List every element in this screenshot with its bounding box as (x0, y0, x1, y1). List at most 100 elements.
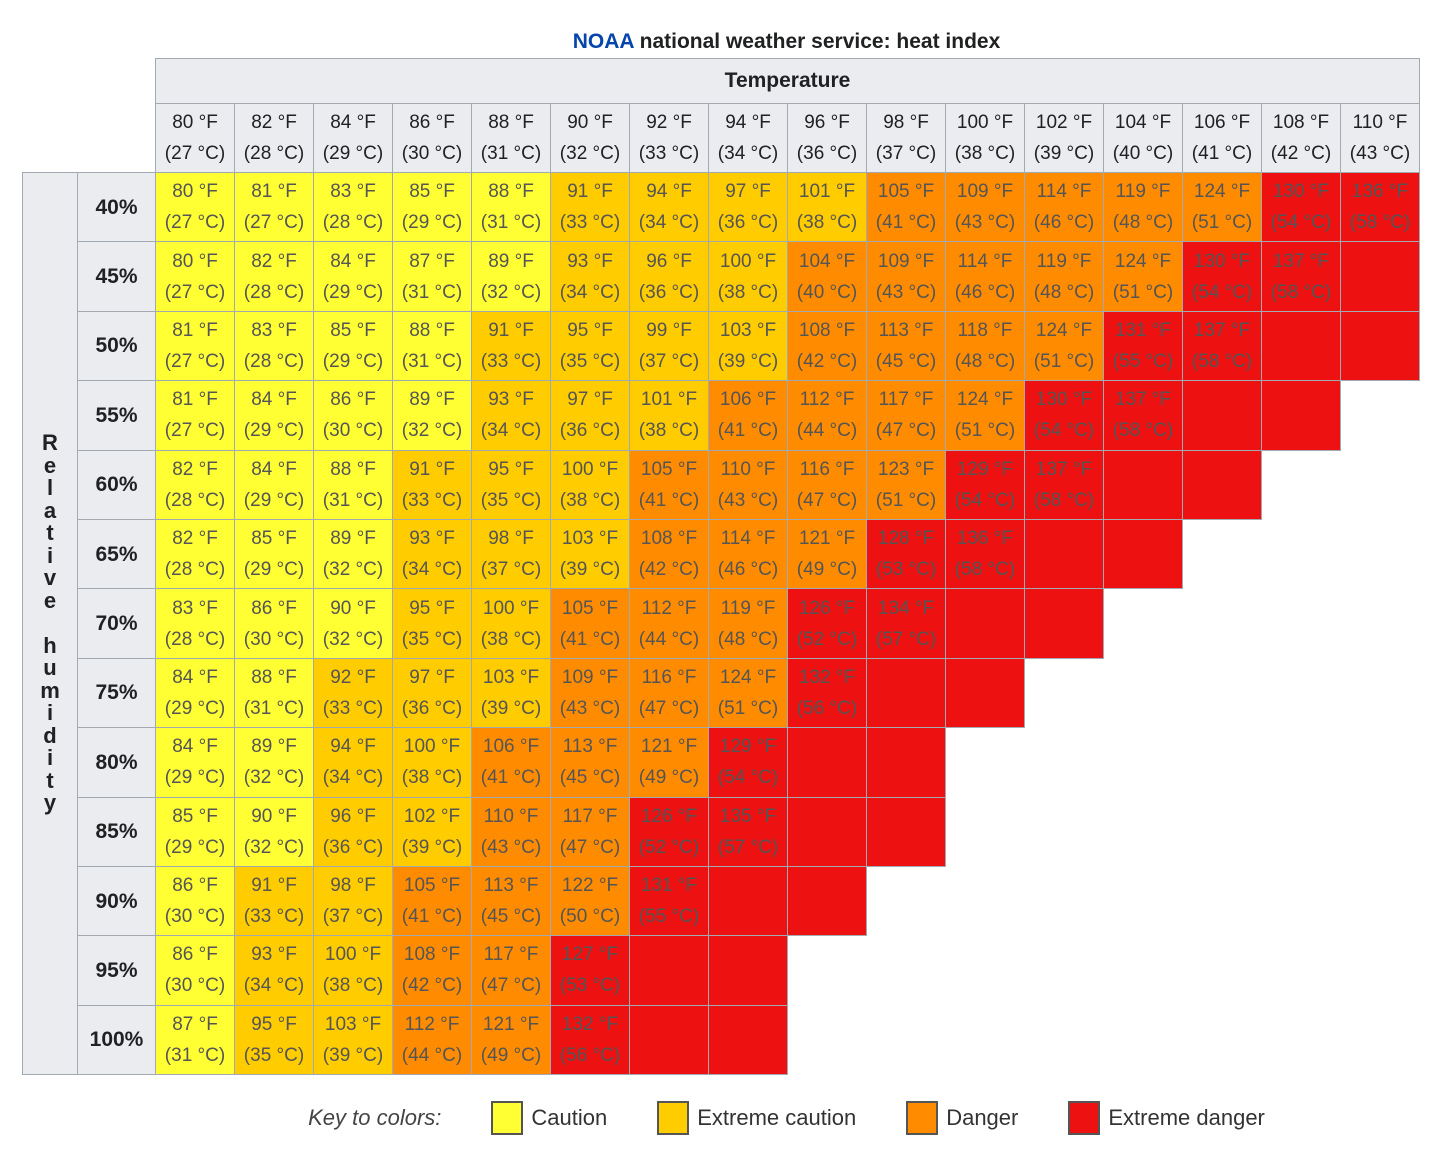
heat-index-cell: 117 °F (47 °C) (471, 935, 551, 1006)
heat-index-cell: 112 °F (44 °C) (629, 588, 709, 659)
heat-index-cell: 95 °F (35 °C) (234, 1004, 314, 1076)
extreme-danger-fill-cell (787, 796, 867, 867)
heat-index-c: (38 °C) (638, 420, 700, 442)
heat-index-f: 119 °F (720, 597, 776, 619)
heat-index-cell: 84 °F (29 °C) (234, 449, 314, 520)
extreme-danger-fill-cell (629, 935, 709, 1006)
heat-index-c: (28 °C) (164, 559, 226, 581)
heat-index-c: (37 °C) (480, 559, 542, 581)
heat-index-f: 137 °F (1035, 458, 1093, 480)
heat-index-c: (53 °C) (875, 559, 937, 581)
heat-index-cell: 126 °F (52 °C) (629, 796, 709, 867)
heat-index-f: 109 °F (956, 181, 1014, 203)
heat-index-cell: 129 °F (54 °C) (945, 449, 1025, 520)
noaa-link[interactable]: NOAA (572, 30, 634, 53)
heat-index-f: 80 °F (172, 181, 218, 203)
empty-cell (866, 1005, 946, 1075)
rh-letter: y (43, 790, 57, 816)
heat-index-c: (29 °C) (164, 836, 226, 858)
humidity-row-header: 95% (77, 935, 156, 1006)
heat-index-f: 89 °F (488, 250, 534, 272)
empty-cell (1103, 797, 1183, 867)
heat-index-f: 96 °F (646, 250, 692, 272)
heat-index-f: 106 °F (719, 389, 777, 411)
empty-cell (945, 727, 1025, 798)
heat-index-c: (58 °C) (1191, 350, 1253, 372)
heat-index-f: 130 °F (1035, 389, 1093, 411)
heat-index-cell: 103 °F (39 °C) (471, 657, 551, 729)
heat-index-c: (27 °C) (164, 212, 226, 234)
empty-cell (1340, 588, 1420, 659)
humidity-row-header: 60% (77, 449, 156, 520)
heat-index-c: (41 °C) (480, 767, 542, 789)
heat-index-f: 121 °F (482, 1013, 540, 1035)
temperature-f: 84 °F (330, 112, 376, 133)
empty-cell (1103, 1005, 1183, 1075)
heat-index-cell: 93 °F (34 °C) (471, 380, 551, 451)
humidity-row-header: 50% (77, 310, 156, 382)
heat-index-cell: 105 °F (41 °C) (392, 865, 472, 937)
heat-index-c: (58 °C) (1270, 281, 1332, 303)
heat-index-c: (31 °C) (164, 1044, 226, 1066)
heat-index-c: (54 °C) (954, 489, 1016, 511)
temperature-column-header: 102 °F (39 °C) (1024, 103, 1104, 173)
heat-index-c: (51 °C) (1191, 212, 1253, 234)
heat-index-c: (47 °C) (796, 489, 858, 511)
heat-index-c: (39 °C) (559, 559, 621, 581)
heat-index-f: 86 °F (172, 875, 218, 897)
heat-index-f: 94 °F (330, 736, 376, 758)
heat-index-cell: 84 °F (29 °C) (313, 241, 393, 312)
temperature-c: (34 °C) (717, 143, 779, 164)
empty-cell (1340, 935, 1420, 1006)
heat-index-f: 93 °F (567, 250, 613, 272)
corner-blank (22, 58, 156, 104)
heat-index-cell: 86 °F (30 °C) (313, 380, 393, 451)
heat-index-cell: 119 °F (48 °C) (1024, 241, 1104, 312)
heat-index-cell: 91 °F (33 °C) (234, 865, 314, 937)
extreme-danger-fill-cell (945, 588, 1025, 659)
heat-index-c: (34 °C) (322, 767, 384, 789)
heat-index-c: (31 °C) (401, 281, 463, 303)
heat-index-cell: 137 °F (58 °C) (1024, 449, 1104, 520)
heat-index-cell: 131 °F (55 °C) (1103, 310, 1183, 382)
heat-index-f: 105 °F (403, 875, 461, 897)
empty-cell (1261, 450, 1341, 520)
heat-index-f: 89 °F (330, 528, 376, 550)
temperature-column-header: 108 °F (42 °C) (1261, 103, 1341, 173)
heat-index-cell: 112 °F (44 °C) (787, 380, 867, 451)
heat-index-cell: 130 °F (54 °C) (1024, 380, 1104, 451)
heat-index-f: 126 °F (640, 805, 698, 827)
extreme-danger-fill-cell (787, 865, 867, 937)
temperature-column-header: 84 °F (29 °C) (313, 103, 393, 173)
heat-index-f: 84 °F (172, 736, 218, 758)
heat-index-cell: 114 °F (46 °C) (945, 241, 1025, 312)
heat-index-c: (27 °C) (243, 212, 305, 234)
heat-index-cell: 116 °F (47 °C) (629, 657, 709, 729)
heat-index-c: (27 °C) (164, 281, 226, 303)
heat-index-f: 98 °F (488, 528, 534, 550)
heat-index-c: (57 °C) (875, 628, 937, 650)
heat-index-c: (38 °C) (559, 489, 621, 511)
extreme-danger-fill-cell (1103, 449, 1183, 520)
heat-index-c: (36 °C) (322, 836, 384, 858)
humidity-row-header: 80% (77, 727, 156, 798)
temperature-column-header: 106 °F (41 °C) (1182, 103, 1262, 173)
heat-index-c: (32 °C) (401, 420, 463, 442)
extreme-danger-fill-cell (866, 727, 946, 798)
rh-letter (24, 612, 77, 635)
heat-index-f: 135 °F (719, 805, 777, 827)
heat-index-cell: 134 °F (57 °C) (866, 588, 946, 659)
heat-index-f: 113 °F (562, 736, 618, 758)
heat-index-cell: 97 °F (36 °C) (550, 380, 630, 451)
heat-index-c: (33 °C) (243, 906, 305, 928)
temperature-f: 110 °F (1352, 112, 1408, 133)
heat-index-cell: 136 °F (58 °C) (945, 518, 1025, 590)
heat-index-cell: 126 °F (52 °C) (787, 588, 867, 659)
heat-index-c: (43 °C) (559, 697, 621, 719)
heat-index-c: (46 °C) (954, 281, 1016, 303)
heat-index-cell: 104 °F (40 °C) (787, 241, 867, 312)
heat-index-cell: 108 °F (42 °C) (629, 518, 709, 590)
heat-index-f: 85 °F (251, 528, 297, 550)
heat-index-c: (50 °C) (559, 906, 621, 928)
